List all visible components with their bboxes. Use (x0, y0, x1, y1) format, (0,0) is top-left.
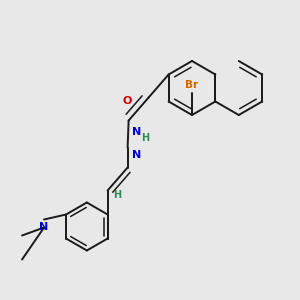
Text: Br: Br (185, 80, 199, 90)
Text: N: N (132, 127, 141, 137)
Text: H: H (114, 190, 122, 200)
Text: H: H (141, 133, 149, 143)
Text: N: N (132, 151, 141, 160)
Text: O: O (123, 96, 132, 106)
Text: N: N (39, 221, 49, 232)
